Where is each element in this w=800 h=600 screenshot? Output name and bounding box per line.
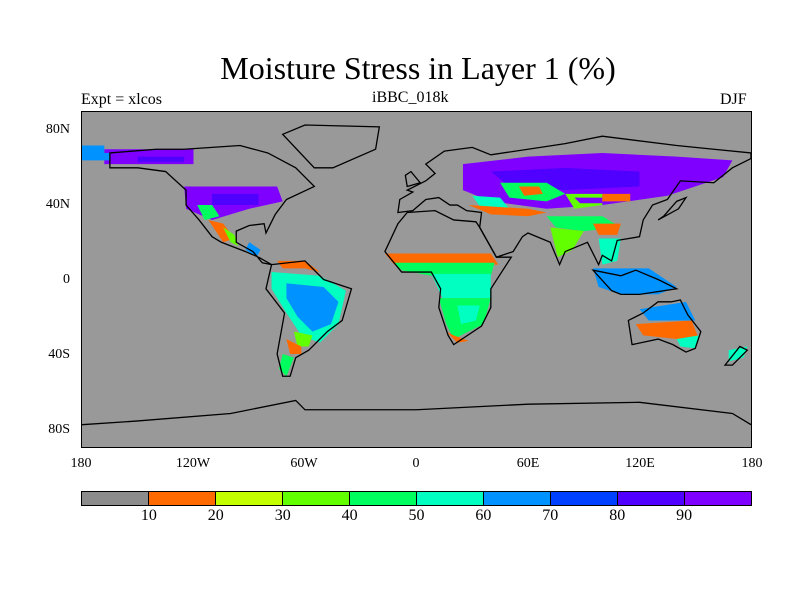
x-tick-label: 0 — [412, 456, 420, 471]
colorbar-level-label: 80 — [609, 507, 626, 524]
colorbar-swatch — [484, 492, 551, 505]
colorbar-level-label: 60 — [475, 507, 492, 524]
colorbar-swatch — [283, 492, 350, 505]
world-map — [81, 111, 752, 448]
y-tick-label: 0 — [63, 272, 70, 287]
x-tick-label: 120E — [625, 456, 655, 471]
colorbar-swatch — [417, 492, 484, 505]
x-tick-label: 120W — [175, 456, 211, 471]
colorbar-swatch — [350, 492, 417, 505]
colorbar-swatch — [149, 492, 216, 505]
colorbar-level-label: 90 — [676, 507, 693, 524]
x-tick-label: 60W — [290, 456, 318, 471]
colorbar-swatch — [216, 492, 283, 505]
season-label: DJF — [720, 91, 747, 108]
colorbar-swatch — [82, 492, 149, 505]
colorbar-swatch — [685, 492, 751, 505]
x-tick-label: 180 — [70, 456, 92, 471]
x-tick-label: 60E — [516, 456, 540, 471]
y-tick-label: 40N — [45, 197, 70, 212]
moisture-stress-field — [82, 145, 748, 377]
y-tick-label: 80S — [48, 422, 70, 437]
plot-title: Moisture Stress in Layer 1 (%) — [220, 50, 616, 86]
colorbar-swatch — [551, 492, 618, 505]
colorbar-swatch — [618, 492, 685, 505]
coastlines — [82, 124, 751, 426]
y-tick-label: 40S — [48, 347, 70, 362]
experiment-label: Expt = xlcos — [81, 91, 163, 108]
colorbar-level-label: 40 — [341, 507, 358, 524]
x-tick-label: 180 — [741, 456, 763, 471]
run-id-label: iBBC_018k — [372, 89, 449, 106]
colorbar-level-label: 70 — [542, 507, 559, 524]
colorbar-level-label: 30 — [274, 507, 291, 524]
colorbar — [81, 491, 752, 506]
colorbar-level-label: 50 — [408, 507, 425, 524]
colorbar-level-label: 20 — [207, 507, 224, 524]
colorbar-level-label: 10 — [140, 507, 157, 524]
y-tick-label: 80N — [45, 122, 70, 137]
